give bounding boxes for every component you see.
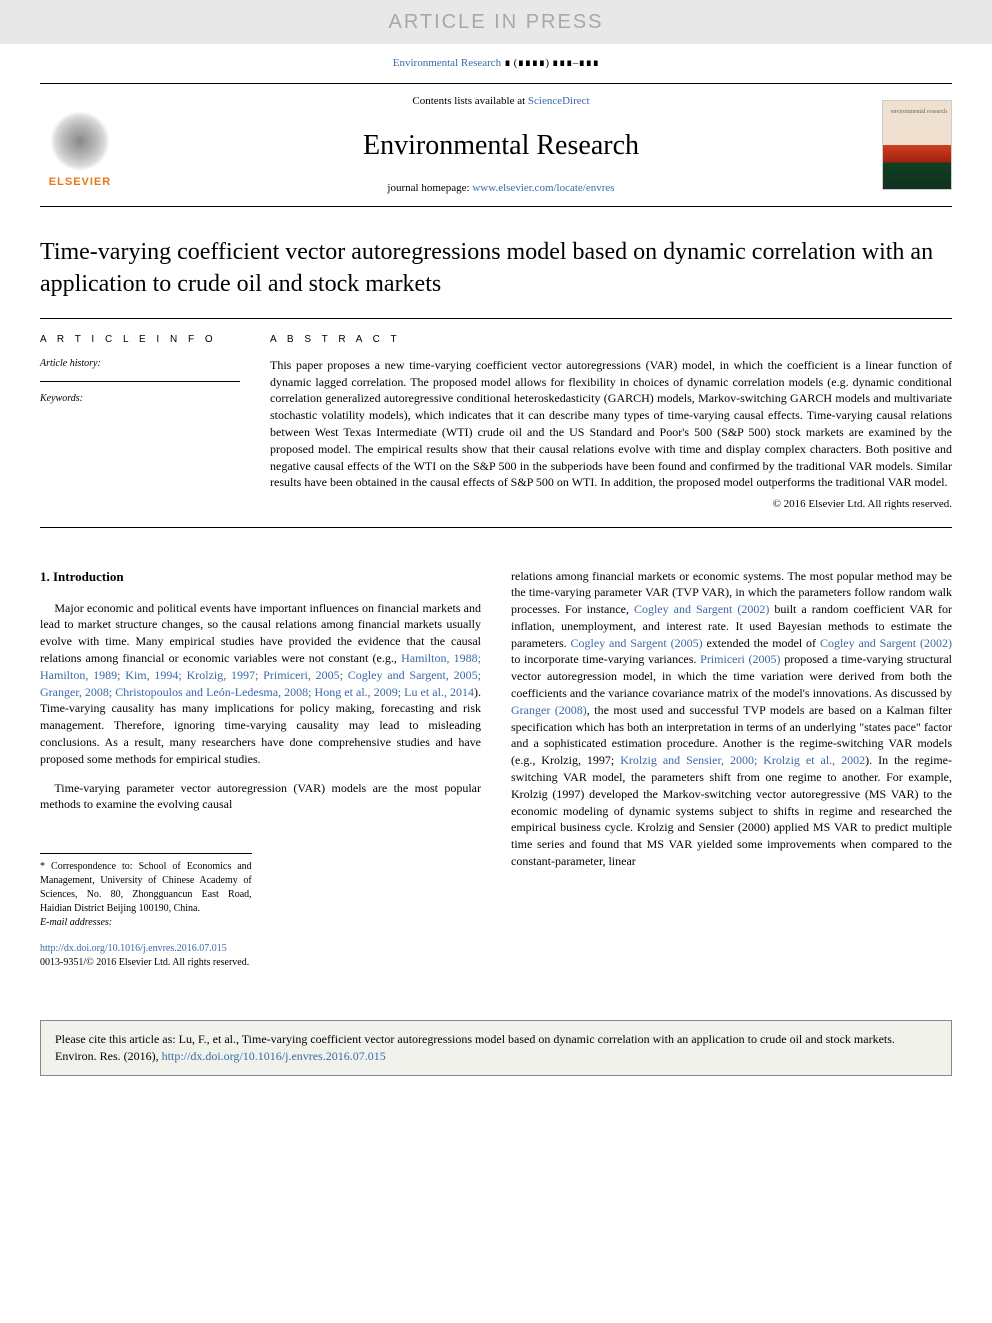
text: to incorporate time-varying variances. [511,652,700,666]
homepage-line: journal homepage: www.elsevier.com/locat… [120,181,882,196]
journal-ref-link[interactable]: Environmental Research [393,57,501,69]
journal-header: ELSEVIER Contents lists available at Sci… [40,83,952,207]
article-history: Article history: [40,357,240,382]
article-title: Time-varying coefficient vector autoregr… [40,237,952,299]
history-label: Article history: [40,357,240,371]
citation-link[interactable]: Krolzig and Sensier, 2000; Krolzig et al… [620,753,865,767]
homepage-link[interactable]: www.elsevier.com/locate/envres [472,182,614,194]
footnotes: * Correspondence to: School of Economics… [40,853,252,970]
email-label: E-mail addresses: [40,917,112,928]
body-column-right: relations among financial markets or eco… [511,568,952,971]
divider [40,318,952,319]
article-info-label: A R T I C L E I N F O [40,333,240,347]
cover-label: environmental research [891,109,947,116]
doi-link[interactable]: http://dx.doi.org/10.1016/j.envres.2016.… [40,943,227,954]
abstract-text: This paper proposes a new time-varying c… [270,357,952,491]
article-content: Time-varying coefficient vector autoregr… [0,207,992,990]
elsevier-tree-icon [50,111,110,171]
elsevier-label: ELSEVIER [49,175,111,190]
paragraph: relations among financial markets or eco… [511,568,952,870]
citation-link[interactable]: Granger (2008) [511,703,587,717]
citation-link[interactable]: Cogley and Sargent (2002) [634,602,769,616]
email-addresses: E-mail addresses: [40,916,252,930]
body-column-left: 1. Introduction Major economic and polit… [40,568,481,971]
article-info-column: A R T I C L E I N F O Article history: K… [40,333,240,513]
issn-copyright: 0013-9351/© 2016 Elsevier Ltd. All right… [40,957,249,968]
abstract-copyright: © 2016 Elsevier Ltd. All rights reserved… [270,497,952,512]
journal-reference-line: Environmental Research ∎ (∎∎∎∎) ∎∎∎–∎∎∎ [0,44,992,83]
doi-block: http://dx.doi.org/10.1016/j.envres.2016.… [40,942,252,970]
body-columns: 1. Introduction Major economic and polit… [40,568,952,971]
contents-line: Contents lists available at ScienceDirec… [120,94,882,109]
homepage-prefix: journal homepage: [387,182,472,194]
citation-link[interactable]: Cogley and Sargent (2002) [820,636,952,650]
text: extended the model of [703,636,820,650]
paragraph: Major economic and political events have… [40,600,481,768]
citation-doi-link[interactable]: http://dx.doi.org/10.1016/j.envres.2016.… [162,1049,386,1063]
header-center: Contents lists available at ScienceDirec… [120,94,882,196]
info-row: A R T I C L E I N F O Article history: K… [40,333,952,513]
citation-box: Please cite this article as: Lu, F., et … [40,1020,952,1076]
keywords-block: Keywords: [40,392,240,406]
text: ). In the regime-switching VAR model, th… [511,753,952,868]
elsevier-logo: ELSEVIER [40,100,120,190]
sciencedirect-link[interactable]: ScienceDirect [528,95,590,107]
journal-title: Environmental Research [120,126,882,165]
journal-cover-thumbnail: environmental research [882,100,952,190]
section-heading-introduction: 1. Introduction [40,568,481,586]
divider [40,527,952,528]
keywords-label: Keywords: [40,392,240,406]
citation-link[interactable]: Cogley and Sargent (2005) [571,636,703,650]
abstract-label: A B S T R A C T [270,333,952,347]
contents-prefix: Contents lists available at [412,95,527,107]
citation-link[interactable]: Primiceri (2005) [700,652,780,666]
correspondence-note: * Correspondence to: School of Economics… [40,860,252,916]
abstract-column: A B S T R A C T This paper proposes a ne… [270,333,952,513]
journal-ref-placeholder: ∎ (∎∎∎∎) ∎∎∎–∎∎∎ [504,57,599,69]
article-in-press-banner: ARTICLE IN PRESS [0,0,992,44]
paragraph: Time-varying parameter vector autoregres… [40,780,481,814]
